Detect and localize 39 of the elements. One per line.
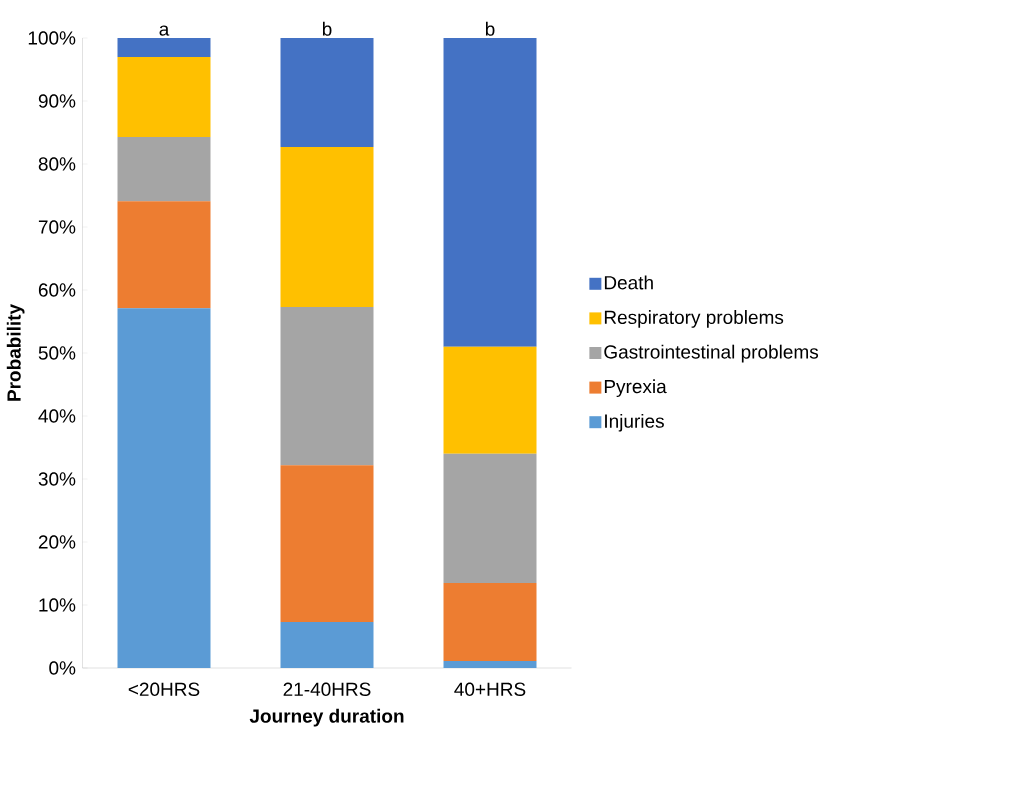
bar [443,346,537,454]
annotation: b [322,21,332,36]
bar [117,136,211,202]
y-tick-label: 40% [38,409,76,423]
bar [280,146,374,307]
bar [280,622,374,668]
bar [117,37,211,57]
legend-label: Pyrexia [604,379,667,397]
x-tick-label: 21-40HRS [283,682,371,696]
y-tick-label: 100% [28,31,76,45]
y-tick-label: 30% [38,472,76,486]
x-axis-title: Journey duration [249,708,404,727]
bar [117,308,211,668]
annotation: a [159,25,170,36]
bar [280,37,374,147]
y-tick-label: 60% [38,283,76,297]
legend-label: Gastrointestinal problems [604,344,819,363]
y-tick-label: 50% [38,346,76,360]
y-axis-title: Probability [6,303,25,401]
y-tick-label: 70% [38,220,76,234]
bar [117,201,211,309]
bar [443,453,537,583]
legend-label: Injuries [605,413,664,432]
bar [443,582,537,662]
y-tick-label: 90% [38,94,76,108]
bar [443,661,537,668]
annotation: b [485,21,495,36]
legend-label: Respiratory problems [604,310,784,328]
y-tick-label: 80% [38,157,76,171]
y-tick-label: 10% [39,598,76,612]
y-tick-label: 20% [38,535,76,549]
legend-label: Death [604,275,653,290]
bar [280,465,374,623]
bar [443,37,537,347]
bar [117,56,211,137]
x-tick-label: <20HRS [128,682,200,696]
y-tick-label: 0% [49,661,76,675]
x-tick-label: 40+HRS [454,682,526,696]
bar [280,307,374,466]
